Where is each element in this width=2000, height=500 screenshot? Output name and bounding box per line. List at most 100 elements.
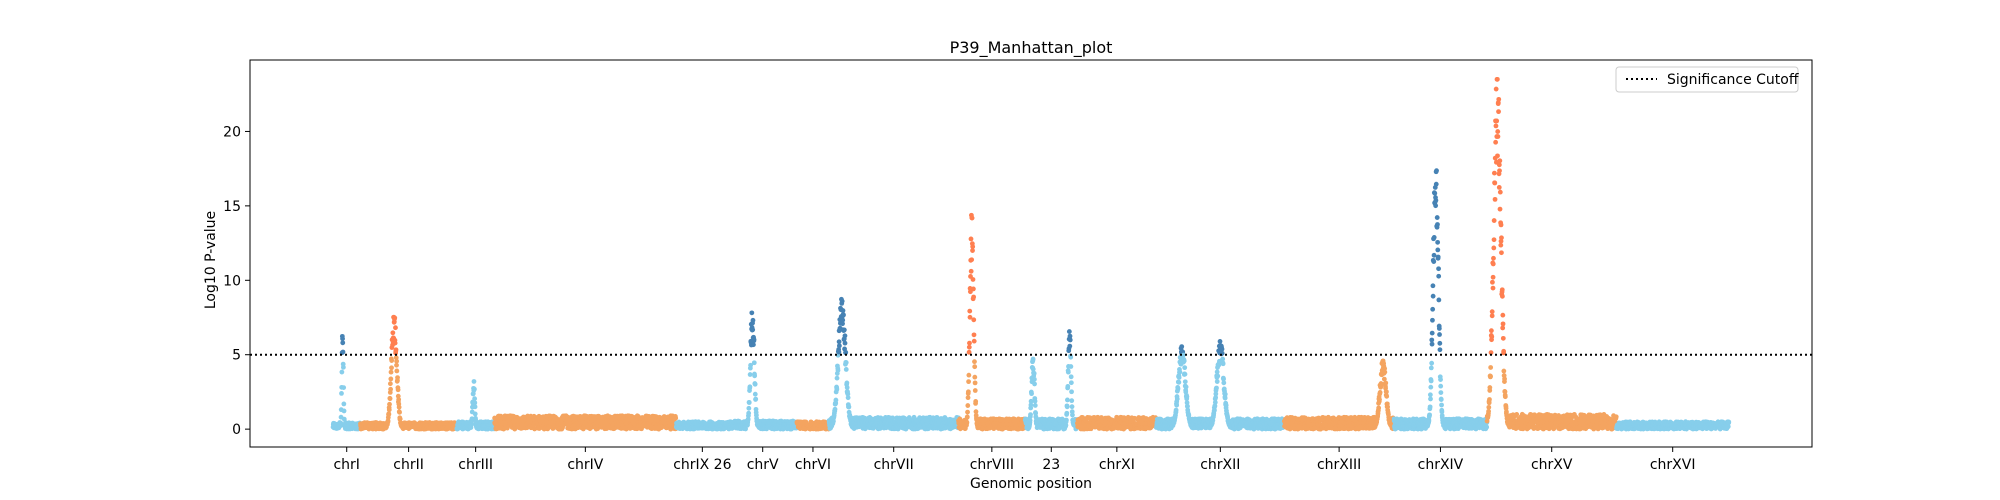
data-point (673, 415, 679, 421)
data-point (1031, 376, 1037, 382)
data-point (1068, 374, 1074, 380)
data-point (1377, 397, 1382, 402)
data-point (473, 417, 479, 423)
data-point (972, 380, 978, 386)
data-point (1028, 412, 1033, 417)
data-point (1069, 398, 1075, 404)
data-point (339, 391, 344, 396)
data-point (1032, 398, 1038, 404)
data-point (746, 405, 752, 411)
data-point (1214, 385, 1219, 391)
data-point (387, 401, 392, 407)
data-point (965, 395, 971, 401)
data-point (833, 397, 839, 403)
data-point (844, 380, 850, 386)
data-point (844, 385, 850, 390)
data-point (1064, 417, 1069, 423)
data-point (747, 372, 753, 377)
data-point (1067, 343, 1073, 349)
data-point (842, 340, 848, 346)
data-point (1029, 391, 1034, 397)
data-point (971, 294, 977, 300)
data-point (394, 362, 399, 368)
data-point (969, 257, 975, 263)
data-point (386, 407, 392, 413)
data-point (1214, 369, 1220, 375)
data-point (1068, 364, 1074, 369)
data-point (834, 375, 840, 381)
data-point (341, 408, 347, 414)
data-point (1173, 407, 1179, 413)
data-point (753, 396, 759, 402)
data-point (1068, 380, 1074, 386)
data-point (972, 359, 977, 365)
data-point (1223, 402, 1229, 408)
data-point (1069, 404, 1075, 410)
data-point (972, 364, 978, 370)
data-point (965, 389, 971, 395)
data-point (1181, 358, 1187, 364)
data-point (752, 373, 758, 379)
data-point (386, 411, 392, 417)
data-point (392, 315, 398, 321)
data-point (1377, 390, 1383, 395)
data-point (340, 364, 346, 370)
data-point (396, 397, 402, 402)
data-point (1064, 410, 1070, 416)
data-point (971, 338, 977, 344)
data-point (341, 385, 347, 390)
data-point (969, 215, 975, 221)
data-point (965, 403, 971, 408)
data-point (339, 369, 345, 375)
data-point (965, 409, 970, 415)
data-point (834, 387, 840, 392)
data-point (1182, 379, 1188, 385)
data-point (340, 349, 346, 355)
data-point (1067, 337, 1073, 343)
data-point (967, 340, 972, 346)
data-point (1382, 369, 1388, 375)
data-point (1176, 379, 1182, 385)
data-point (747, 384, 753, 390)
data-point (836, 349, 842, 355)
data-point (964, 420, 970, 425)
data-point (839, 298, 845, 304)
data-point (469, 416, 475, 422)
data-point (972, 374, 978, 380)
data-point (388, 386, 394, 392)
data-point (393, 355, 399, 361)
data-point (340, 336, 345, 342)
data-point (1212, 400, 1218, 405)
data-point (1065, 369, 1071, 375)
data-point (471, 379, 477, 384)
data-point (1070, 412, 1075, 418)
data-point (387, 396, 393, 402)
data-point (394, 358, 400, 364)
data-point (1064, 404, 1070, 410)
data-point (1219, 346, 1225, 352)
data-point (1066, 329, 1072, 334)
data-point (1221, 380, 1227, 386)
data-point (751, 337, 757, 343)
data-point (752, 391, 758, 397)
data-point (393, 347, 399, 353)
data-point (1384, 393, 1390, 399)
data-point (1214, 379, 1220, 384)
data-point (1069, 389, 1074, 395)
data-point (832, 406, 838, 412)
data-point (840, 317, 846, 323)
data-point (394, 368, 400, 374)
data-point (1220, 361, 1226, 367)
data-point (966, 379, 971, 385)
data-point (388, 369, 394, 375)
data-point (750, 327, 756, 333)
data-point (387, 381, 393, 387)
data-point (967, 308, 973, 314)
data-point (338, 420, 344, 426)
data-point (341, 401, 347, 407)
data-point (746, 400, 752, 405)
data-point (1174, 402, 1180, 408)
data-point (1065, 397, 1070, 403)
